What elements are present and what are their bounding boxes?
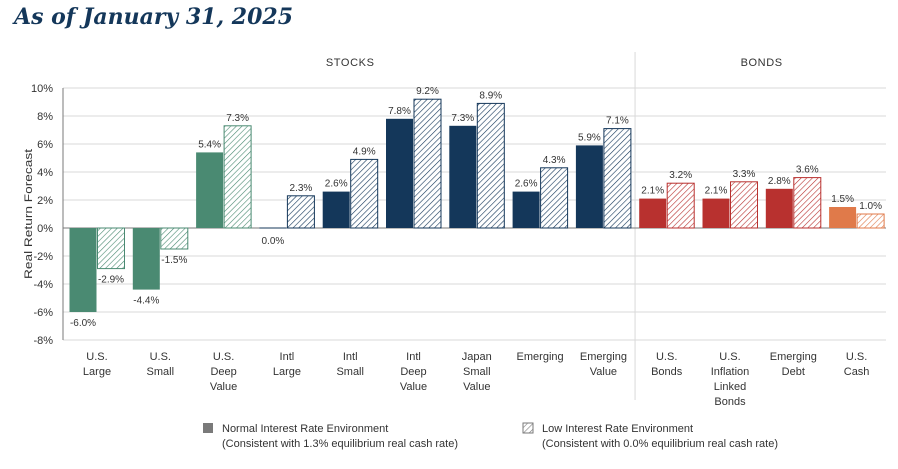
data-label: 5.9% xyxy=(578,132,601,143)
bar-normal-4 xyxy=(322,191,350,228)
bar-low-11 xyxy=(793,177,822,229)
legend-swatch-normal xyxy=(203,423,213,433)
data-label: 2.3% xyxy=(290,183,313,194)
bar-low-9 xyxy=(666,182,695,229)
legend-label: Low Interest Rate Environment xyxy=(542,423,693,435)
bar-normal-1 xyxy=(132,228,160,290)
bar-low-10 xyxy=(730,181,758,229)
bar-low-4 xyxy=(350,158,379,229)
bar-normal-5 xyxy=(386,118,413,228)
data-label: 4.3% xyxy=(543,155,566,166)
data-label: 1.5% xyxy=(831,194,854,205)
data-label: 8.9% xyxy=(479,90,502,101)
category-label: U.S. Cash xyxy=(844,351,870,378)
y-tick-label: 2% xyxy=(37,195,53,207)
category-label: Japan Small Value xyxy=(462,351,492,393)
legend-label: Normal Interest Rate Environment xyxy=(222,423,388,435)
bar-normal-10 xyxy=(702,198,730,228)
data-label: 2.8% xyxy=(768,176,791,187)
legend-note: (Consistent with 1.3% equilibrium real c… xyxy=(222,438,458,450)
bar-low-5 xyxy=(413,98,442,229)
y-tick-label: -2% xyxy=(33,251,53,263)
bars xyxy=(69,98,885,312)
y-axis-title: Real Return Forecast xyxy=(23,149,35,279)
data-label: 2.1% xyxy=(641,186,664,197)
category-label: U.S. Large xyxy=(83,351,111,378)
y-tick-label: 4% xyxy=(37,167,53,179)
category-label: U.S. Inflation Linked Bonds xyxy=(711,351,750,408)
data-label: 7.1% xyxy=(606,116,629,127)
bar-low-12 xyxy=(856,213,885,229)
data-label: 2.6% xyxy=(325,179,348,190)
group-header-bonds: BONDS xyxy=(741,57,783,69)
data-label: 7.3% xyxy=(451,113,474,124)
page-title: As of January 31, 2025 xyxy=(14,4,294,30)
bar-normal-12 xyxy=(829,207,857,228)
data-label: 7.8% xyxy=(388,106,411,117)
category-labels: U.S. Large U.S. Small U.S. Deep Value Intl Large… xyxy=(83,351,870,408)
category-label: U.S. Small xyxy=(147,351,175,378)
data-label: 3.2% xyxy=(669,170,692,181)
data-label: 3.6% xyxy=(796,165,819,176)
data-label: 2.1% xyxy=(705,186,728,197)
y-tick-label: -4% xyxy=(33,279,53,291)
bar-normal-6 xyxy=(449,125,477,228)
bar-normal-11 xyxy=(765,188,793,228)
category-label: U.S. Bonds xyxy=(651,351,683,378)
y-tick-label: -6% xyxy=(33,307,53,319)
data-labels: -6.0% -2.9% -4.4% -1.5% 5.4% 7.3% 0.0% 2.3% 2.6%… xyxy=(70,86,882,329)
bar-normal-3 xyxy=(259,227,287,229)
data-label: 4.9% xyxy=(353,146,376,157)
y-tick-label: 0% xyxy=(37,223,53,235)
legend-note: (Consistent with 0.0% equilibrium real c… xyxy=(542,438,778,450)
data-label: 1.0% xyxy=(859,201,882,212)
data-label: -4.4% xyxy=(133,296,159,307)
y-tick-label: -8% xyxy=(33,335,53,347)
data-label: -1.5% xyxy=(161,255,187,266)
bar-normal-2 xyxy=(196,152,224,228)
category-label: Emerging Debt xyxy=(770,351,817,378)
bar-low-7 xyxy=(540,167,569,229)
group-headers: STOCKS BONDS xyxy=(326,52,783,400)
bar-low-8 xyxy=(603,128,632,229)
bar-normal-8 xyxy=(575,145,603,228)
data-label: 5.4% xyxy=(198,139,221,150)
data-label: -2.9% xyxy=(98,275,124,286)
category-label: Emerging xyxy=(517,351,564,363)
data-label: 3.3% xyxy=(733,169,756,180)
y-tick-label: 6% xyxy=(37,139,53,151)
category-label: Intl Large xyxy=(273,351,301,378)
legend-swatch-low xyxy=(522,422,534,434)
bar-normal-7 xyxy=(512,191,540,228)
group-header-stocks: STOCKS xyxy=(326,57,375,69)
bar-normal-0 xyxy=(69,228,97,312)
category-label: Intl Deep Value xyxy=(400,351,427,393)
bar-low-6 xyxy=(476,102,505,229)
bar-low-1 xyxy=(160,227,189,250)
bar-low-0 xyxy=(97,227,125,270)
y-tick-label: 10% xyxy=(31,83,53,95)
category-label: U.S. Deep Value xyxy=(210,351,237,393)
data-label: -6.0% xyxy=(70,318,96,329)
data-label: 7.3% xyxy=(226,113,249,124)
bar-low-3 xyxy=(286,195,315,229)
y-tick-label: 8% xyxy=(37,111,53,123)
bar-low-2 xyxy=(223,125,252,229)
data-label: 2.6% xyxy=(515,179,538,190)
bar-normal-9 xyxy=(639,198,667,228)
legend: Normal Interest Rate Environment (Consist… xyxy=(203,422,778,450)
data-label: 9.2% xyxy=(416,86,439,97)
category-label: Intl Small xyxy=(336,351,364,378)
category-label: Emerging Value xyxy=(580,351,627,378)
data-label: 0.0% xyxy=(262,236,285,247)
